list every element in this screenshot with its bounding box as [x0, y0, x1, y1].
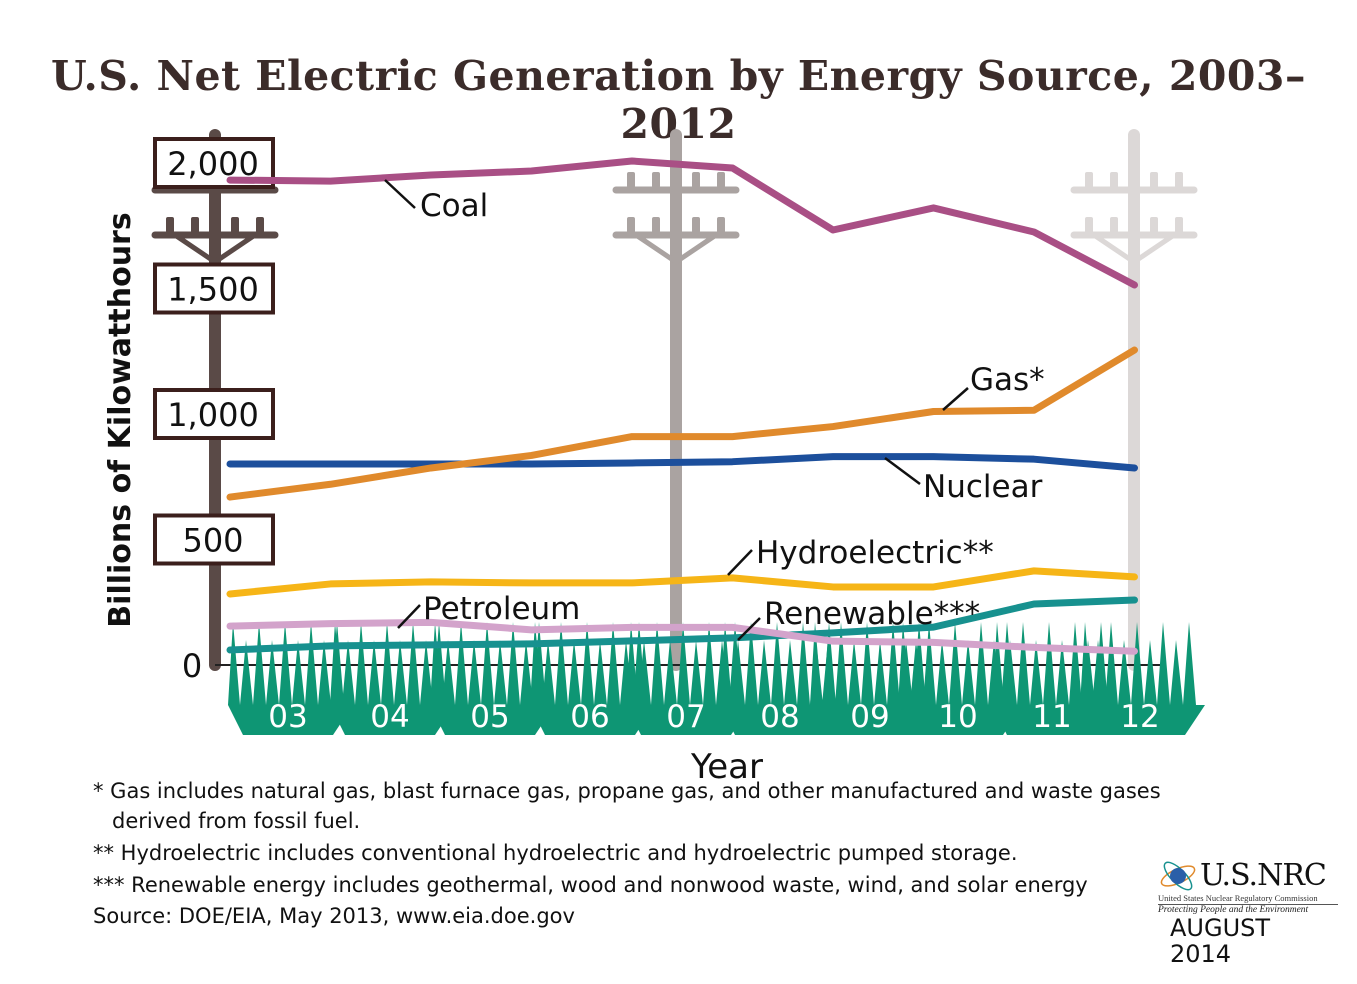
series-line-gas	[226, 346, 1138, 501]
y-axis-label: Billions of Kilowatthours	[103, 212, 138, 627]
x-tick-label: 05	[470, 699, 509, 735]
nrc-motto: Protecting People and the Environment	[1158, 905, 1309, 915]
series-leader-line	[384, 179, 416, 209]
series-line-hydroelectric	[226, 567, 1138, 598]
grass-tuft	[530, 622, 655, 735]
nrc-logo: U.S.NRC United States Nuclear Regulatory…	[1158, 858, 1338, 967]
series-line-renewable	[226, 596, 1138, 654]
nrc-name: U.S.NRC	[1200, 858, 1327, 893]
y-tick-label: 500	[182, 522, 243, 560]
y-tick-box	[153, 513, 275, 566]
series-leader-line	[397, 604, 421, 629]
footnote-gas-cont: derived from fossil fuel.	[112, 809, 361, 833]
series-label: Renewable***	[764, 596, 980, 632]
series-leader-line	[727, 549, 753, 576]
series-leader-line	[884, 456, 921, 486]
grass-tuft	[898, 622, 1023, 735]
utility-pole	[612, 129, 740, 671]
series-line-coal	[226, 157, 1138, 289]
x-axis-label: Year	[690, 747, 763, 787]
grass-tuft	[626, 622, 751, 735]
series-label: Nuclear	[923, 469, 1043, 505]
series-label: Gas*	[970, 362, 1045, 398]
x-tick-label: 08	[760, 699, 799, 735]
series-label: Coal	[420, 188, 488, 224]
series-line-nuclear	[226, 453, 1138, 472]
y-tick-label: 2,000	[167, 145, 259, 183]
x-tick-label: 07	[666, 699, 705, 735]
x-tick-label: 04	[370, 699, 409, 735]
series-label: Hydroelectric**	[756, 535, 994, 571]
footnote-source: Source: DOE/EIA, May 2013, www.eia.doe.g…	[93, 904, 575, 928]
y-tick-label: 1,500	[167, 271, 259, 309]
publication-date: AUGUST 2014	[1170, 914, 1271, 968]
footnote-hydro: ** Hydroelectric includes conventional h…	[93, 841, 1018, 865]
nrc-agency: United States Nuclear Regulatory Commiss…	[1158, 893, 1338, 905]
series-line-petroleum	[226, 618, 1138, 655]
x-tick-label: 03	[268, 699, 307, 735]
chart-title: U.S. Net Electric Generation by Energy S…	[51, 52, 1306, 148]
y-tick-box	[153, 388, 275, 440]
grass-tuft	[330, 622, 455, 735]
footnote-renewable: *** Renewable energy includes geothermal…	[93, 873, 1088, 897]
atom-icon	[1160, 861, 1196, 891]
x-tick-label: 12	[1120, 699, 1159, 735]
series-label: Petroleum	[423, 591, 580, 627]
utility-pole	[1070, 129, 1198, 671]
y-tick-label: 0	[182, 647, 202, 685]
y-tick-box	[153, 262, 275, 315]
x-tick-label: 11	[1032, 699, 1071, 735]
x-tick-label: 09	[850, 699, 889, 735]
grass-tuft	[430, 622, 555, 735]
x-tick-label: 10	[938, 699, 977, 735]
series-leader-line	[942, 387, 969, 411]
x-tick-label: 06	[570, 699, 609, 735]
y-tick-label: 1,000	[167, 396, 259, 434]
series-leader-line	[737, 617, 761, 641]
footnote-gas: * Gas includes natural gas, blast furnac…	[93, 779, 1161, 803]
